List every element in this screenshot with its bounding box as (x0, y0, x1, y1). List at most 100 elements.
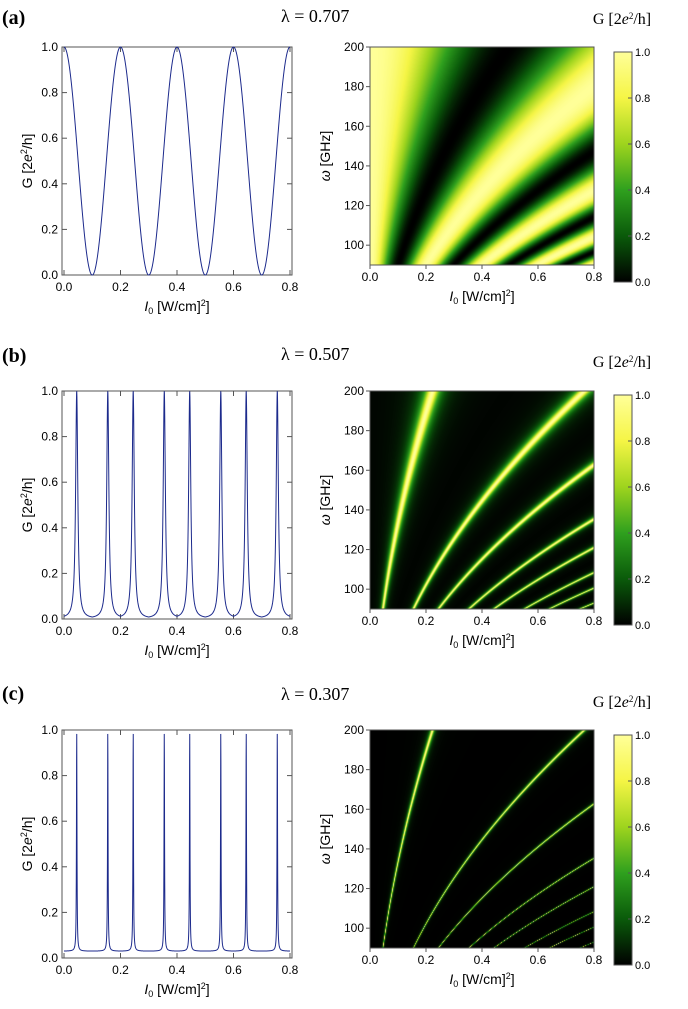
plot-frame (61, 390, 293, 620)
colorbar-tick-label: 0.2 (635, 231, 650, 243)
y-tick-label: 160 (344, 463, 364, 477)
series-line (64, 733, 290, 952)
y-tick-label: 0.2 (41, 566, 58, 580)
y-tick-label: 0.2 (41, 905, 58, 919)
x-tick-label: 0.2 (112, 624, 129, 638)
x-tick-label: 0.6 (225, 963, 242, 977)
y-tick-label: 120 (344, 543, 364, 557)
x-tick-label: 0.2 (112, 280, 129, 294)
colorbar-tick-label: 0.0 (635, 960, 650, 972)
lambda-label: λ = 0.307 (281, 684, 349, 704)
colorbar-tick-label: 0.4 (635, 185, 650, 197)
x-tick-label: 0.2 (418, 270, 435, 284)
colorbar-tick-label: 0.2 (635, 914, 650, 926)
line-plot-(c): (c) λ = 0.307 0.0 0.2 0.4 0.6 0.8 0.0 0.2 0.4 0.6 0… (2, 683, 349, 999)
x-axis-label: I0 [W/cm]2] (144, 642, 209, 660)
x-tick-label: 0.6 (225, 280, 242, 294)
x-tick-label: 0.4 (169, 624, 186, 638)
y-tick-label: 0.6 (41, 131, 58, 145)
y-tick-label: 0.4 (41, 521, 58, 535)
y-tick-label: 180 (344, 763, 364, 777)
y-axis-label: ω [GHz] (317, 131, 333, 182)
y-tick-label: 140 (344, 503, 364, 517)
x-tick-label: 0.6 (225, 624, 242, 638)
line-plot-(b): (b) λ = 0.507 0.0 0.2 0.4 0.6 0.8 0.0 0.2 0.4 0.6 0… (2, 344, 349, 660)
y-axis-label: G [2e2/h] (19, 134, 35, 189)
lambda-label: λ = 0.707 (281, 6, 349, 26)
x-tick-label: 0.0 (362, 953, 379, 967)
colorbar-tick-label: 0.4 (635, 868, 650, 880)
x-tick-label: 0.8 (282, 280, 299, 294)
colorbar-tick-label: 0.6 (635, 822, 650, 834)
x-tick-label: 0.0 (56, 280, 73, 294)
colorbar-tick-label: 0.2 (635, 574, 650, 586)
x-axis-label: I0 [W/cm]2] (144, 981, 209, 999)
x-tick-label: 0.6 (530, 270, 547, 284)
colorbar-tick-label: 0.8 (635, 436, 650, 448)
colorbar-tick-label: 0.6 (635, 482, 650, 494)
x-tick-label: 0.8 (586, 270, 603, 284)
y-tick-label: 0.4 (41, 860, 58, 874)
y-tick-label: 0.4 (41, 177, 58, 191)
series-line (63, 391, 291, 618)
heatmap-image (370, 391, 594, 609)
y-tick-label: 100 (344, 238, 364, 252)
heatmap-(a): 0.0 0.2 0.4 0.6 0.8 100 120 140 160 180 200 I0 [W/c… (317, 11, 651, 306)
colorbar-tick-label: 0.6 (635, 139, 650, 151)
y-tick-label: 140 (344, 842, 364, 856)
x-axis-label: I0 [W/cm]2] (449, 971, 514, 989)
colorbar (613, 734, 633, 966)
colorbar-tick-label: 0.8 (635, 776, 650, 788)
y-axis-label: ω [GHz] (317, 475, 333, 526)
x-tick-label: 0.4 (474, 953, 491, 967)
colorbar-tick-label: 0.8 (635, 93, 650, 105)
y-tick-label: 140 (344, 159, 364, 173)
y-tick-label: 0.0 (41, 612, 58, 626)
y-tick-label: 0.6 (41, 475, 58, 489)
colorbar-tick-label: 1.0 (635, 47, 650, 59)
y-tick-label: 200 (344, 723, 364, 737)
y-tick-label: 100 (344, 582, 364, 596)
x-tick-label: 0.0 (56, 963, 73, 977)
y-tick-label: 120 (344, 199, 364, 213)
y-tick-label: 200 (344, 384, 364, 398)
panel-label: (a) (2, 7, 25, 29)
colorbar (613, 394, 633, 626)
y-tick-label: 200 (344, 40, 364, 54)
colorbar-label: G [2e2/h] (593, 694, 651, 711)
heatmap-(c): 0.0 0.2 0.4 0.6 0.8 100 120 140 160 180 200 I0 [W/c… (317, 694, 651, 989)
x-tick-label: 0.4 (474, 270, 491, 284)
y-tick-label: 0.8 (41, 430, 58, 444)
panel-label: (b) (2, 345, 26, 367)
x-tick-label: 0.8 (586, 614, 603, 628)
y-tick-label: 0.6 (41, 814, 58, 828)
y-axis-label: G [2e2/h] (19, 478, 35, 533)
y-tick-label: 180 (344, 424, 364, 438)
x-axis-label: I0 [W/cm]2] (449, 288, 514, 306)
colorbar (613, 51, 633, 283)
y-tick-label: 0.0 (41, 268, 58, 282)
y-tick-label: 1.0 (41, 723, 58, 737)
y-tick-label: 0.8 (41, 86, 58, 100)
y-tick-label: 0.2 (41, 222, 58, 236)
x-tick-label: 0.8 (282, 624, 299, 638)
x-tick-label: 0.4 (169, 280, 186, 294)
y-tick-label: 120 (344, 882, 364, 896)
colorbar-tick-label: 1.0 (635, 390, 650, 402)
x-tick-label: 0.0 (56, 624, 73, 638)
plot-frame (61, 729, 293, 959)
x-tick-label: 0.0 (362, 270, 379, 284)
x-tick-label: 0.0 (362, 614, 379, 628)
colorbar-tick-label: 0.4 (635, 528, 650, 540)
y-tick-label: 160 (344, 119, 364, 133)
series-line (63, 46, 291, 276)
x-tick-label: 0.6 (530, 614, 547, 628)
heatmap-image (370, 47, 594, 265)
x-axis-label: I0 [W/cm]2] (144, 298, 209, 316)
heatmap-image (370, 730, 594, 948)
x-tick-label: 0.8 (282, 963, 299, 977)
x-tick-label: 0.2 (418, 614, 435, 628)
x-tick-label: 0.8 (586, 953, 603, 967)
colorbar-tick-label: 0.0 (635, 620, 650, 632)
